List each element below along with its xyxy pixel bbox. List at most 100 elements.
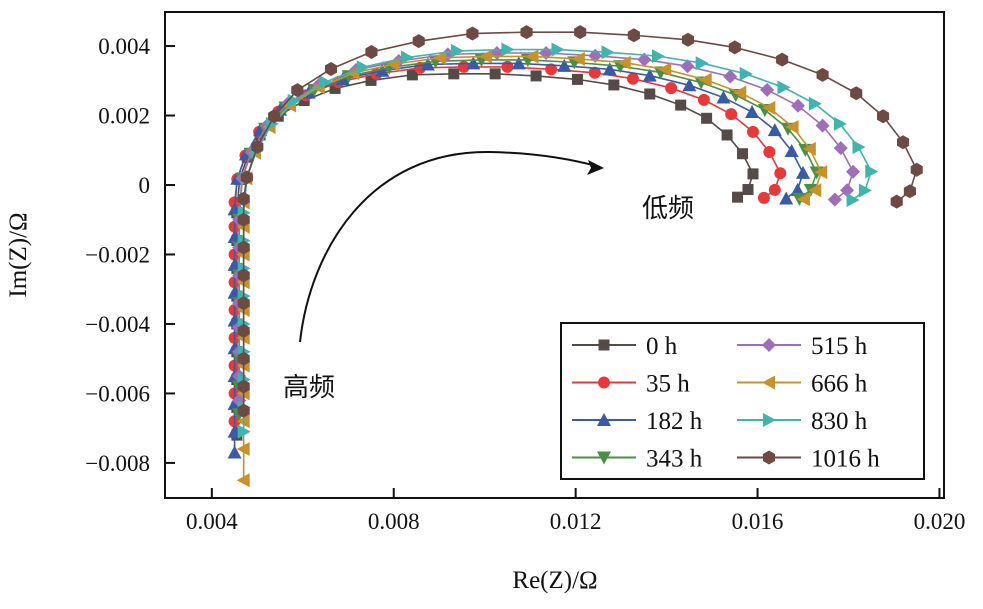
data-point xyxy=(852,140,866,155)
data-point xyxy=(733,85,747,100)
data-point xyxy=(768,183,781,196)
legend-marker-circle-icon xyxy=(598,376,610,389)
data-point xyxy=(777,80,791,95)
legend-marker-hexagon-icon xyxy=(762,450,776,465)
data-point xyxy=(816,67,829,82)
data-point xyxy=(779,191,794,205)
data-point xyxy=(291,83,304,98)
data-point xyxy=(695,56,709,71)
data-point xyxy=(466,56,481,70)
legend-marker-triangle-right-icon xyxy=(763,413,776,427)
data-point xyxy=(680,59,695,74)
data-point xyxy=(642,68,657,82)
data-point xyxy=(774,167,787,180)
data-point xyxy=(240,170,253,185)
data-point xyxy=(796,192,810,207)
data-point xyxy=(375,63,390,77)
data-point xyxy=(675,99,687,111)
data-point xyxy=(791,98,806,113)
data-point xyxy=(237,403,250,418)
data-point xyxy=(530,70,542,82)
data-point xyxy=(617,55,631,70)
data-point xyxy=(721,129,733,141)
y-tick-label: −0.006 xyxy=(85,381,150,406)
data-point xyxy=(450,43,464,58)
series-1016h xyxy=(237,25,923,418)
data-point xyxy=(237,212,250,227)
data-point xyxy=(420,57,435,71)
data-point xyxy=(520,25,533,40)
data-point xyxy=(608,79,620,91)
data-point xyxy=(365,44,378,59)
data-point xyxy=(479,49,493,64)
data-point xyxy=(665,82,678,95)
data-point xyxy=(757,191,770,204)
data-point xyxy=(227,445,242,459)
data-point xyxy=(588,66,601,79)
legend-label: 830 h xyxy=(811,408,868,435)
data-point xyxy=(681,32,695,47)
data-point xyxy=(833,141,848,156)
legend-label: 182 h xyxy=(646,408,703,435)
data-point xyxy=(850,86,863,101)
data-point xyxy=(602,62,617,76)
y-tick-label: −0.004 xyxy=(85,312,150,337)
data-point xyxy=(802,141,816,156)
data-point xyxy=(545,63,558,76)
data-point xyxy=(658,62,672,77)
data-point xyxy=(525,49,539,64)
annotation-high-frequency: 高频 xyxy=(283,373,335,402)
data-point xyxy=(910,162,923,177)
data-point xyxy=(511,56,526,70)
y-tick-label: −0.008 xyxy=(85,451,150,476)
data-point xyxy=(236,473,250,488)
x-tick-label: 0.012 xyxy=(550,509,602,534)
data-point xyxy=(557,58,572,72)
data-point xyxy=(697,93,710,106)
data-point xyxy=(571,73,583,85)
data-point xyxy=(877,109,890,124)
data-point xyxy=(747,125,760,138)
data-point xyxy=(265,116,279,131)
data-point xyxy=(319,75,333,90)
data-point xyxy=(790,182,805,196)
data-point xyxy=(489,68,501,80)
legend-item: 515 h xyxy=(737,333,868,360)
data-point xyxy=(237,296,250,311)
data-point xyxy=(827,192,842,207)
series-layer xyxy=(227,25,923,488)
axis-ticks: 0.004 0.008 0.012 0.016 0.020 0.004 0.002 0 −0.0… xyxy=(85,34,965,534)
data-point xyxy=(742,184,754,196)
y-tick-label: 0.002 xyxy=(98,104,150,129)
data-point xyxy=(814,165,828,180)
data-point xyxy=(808,96,822,111)
data-point xyxy=(846,164,861,179)
data-point xyxy=(723,69,738,84)
data-point xyxy=(785,119,799,134)
data-point xyxy=(406,69,418,81)
legend-marker-triangle-left-icon xyxy=(762,375,775,390)
data-point xyxy=(776,52,789,67)
legend-item: 830 h xyxy=(737,408,868,435)
data-point xyxy=(698,72,712,87)
data-point xyxy=(682,78,697,92)
data-point xyxy=(747,168,759,180)
data-point xyxy=(268,109,281,124)
data-point xyxy=(763,145,776,158)
y-tick-label: 0.004 xyxy=(98,34,150,59)
y-tick-label: 0 xyxy=(139,173,151,198)
data-point xyxy=(808,183,822,198)
legend-marker-square-icon xyxy=(598,339,610,351)
data-point xyxy=(329,82,341,94)
data-point xyxy=(400,50,414,65)
legend-label: 343 h xyxy=(646,446,703,473)
data-point xyxy=(365,74,377,86)
data-point xyxy=(627,28,640,43)
data-point xyxy=(574,25,587,40)
data-point xyxy=(796,165,811,179)
data-point xyxy=(865,164,879,179)
data-point xyxy=(725,108,738,121)
data-point xyxy=(601,45,615,60)
legend: 0 h 35 h 182 h 343 h 515 h 666 h 830 h 1016 h xyxy=(560,322,925,480)
